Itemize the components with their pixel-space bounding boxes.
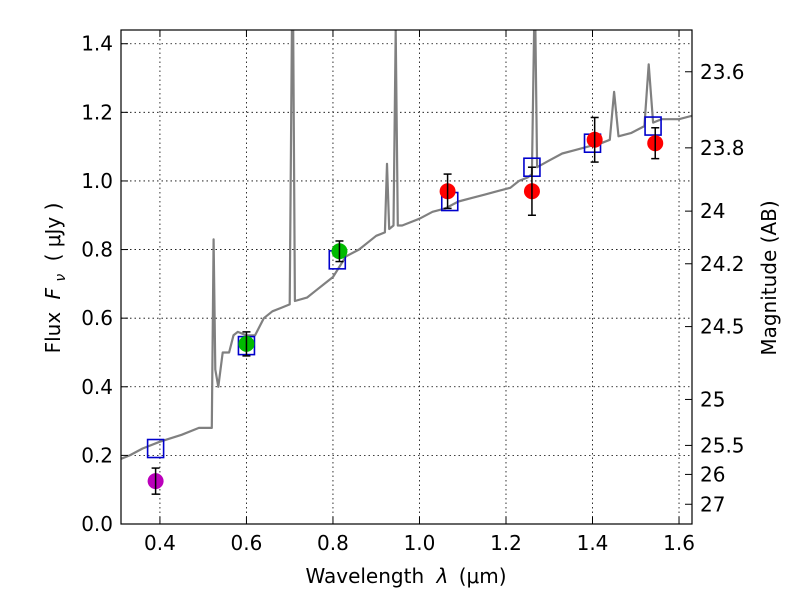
x-axis-label-unit: (μm) bbox=[459, 564, 507, 588]
grid-lines bbox=[121, 30, 692, 525]
y-tick-label: 0.2 bbox=[81, 443, 113, 467]
x-tick-label: 0.8 bbox=[317, 531, 349, 555]
mag-tick-label: 23.8 bbox=[700, 136, 745, 160]
mag-tick-label: 24.5 bbox=[700, 315, 745, 339]
plot-frame bbox=[120, 29, 693, 525]
x-tick-label: 0.4 bbox=[144, 531, 176, 555]
mag-tick-label: 24 bbox=[700, 199, 725, 223]
y-axis-label-symbol: F bbox=[41, 287, 65, 299]
magnitude-axis-label: Magnitude (AB) bbox=[757, 200, 781, 355]
y-axis-label-subscript: ν bbox=[53, 274, 69, 282]
x-axis-label-symbol: λ bbox=[436, 564, 449, 588]
x-tick-label: 1.2 bbox=[490, 531, 522, 555]
y-tick-label: 1.4 bbox=[81, 32, 113, 56]
y-tick-label: 0.4 bbox=[81, 375, 113, 399]
x-axis-label-text: Wavelength bbox=[305, 564, 424, 588]
mag-tick-label: 24.2 bbox=[700, 252, 745, 276]
x-tick-label: 1.4 bbox=[577, 531, 609, 555]
model-square bbox=[644, 116, 662, 136]
y-tick-label: 0.8 bbox=[81, 238, 113, 262]
mag-tick-label: 23.6 bbox=[700, 60, 745, 84]
axis-ticks: 0.4 0.6 0.8 1.0 1.2 1.4 1.6 0.0 0.2 0.4 0.6 0.8 1.0 1… bbox=[81, 30, 745, 555]
plot-area bbox=[121, 30, 692, 495]
x-tick-label: 0.6 bbox=[231, 531, 263, 555]
x-axis-label: Wavelength λ (μm) bbox=[305, 564, 506, 588]
y-tick-label: 1.2 bbox=[81, 100, 113, 124]
y-tick-label: 0.0 bbox=[81, 512, 113, 536]
y-tick-label: 1.0 bbox=[81, 169, 113, 193]
y-axis-label: Flux F ν ( μJy ) bbox=[41, 203, 70, 354]
y-axis-label-unit: ( μJy ) bbox=[41, 203, 65, 262]
y-axis-label-text: Flux bbox=[41, 312, 65, 354]
model-square bbox=[146, 438, 165, 459]
spectrum-line bbox=[121, 30, 692, 460]
mag-tick-label: 25.5 bbox=[700, 433, 745, 457]
x-tick-label: 1.0 bbox=[404, 531, 436, 555]
y-tick-label: 0.6 bbox=[81, 306, 113, 330]
mag-tick-label: 27 bbox=[700, 492, 725, 516]
mag-tick-label: 25 bbox=[700, 387, 725, 411]
x-tick-label: 1.6 bbox=[663, 531, 695, 555]
mag-tick-label: 26 bbox=[700, 462, 725, 486]
